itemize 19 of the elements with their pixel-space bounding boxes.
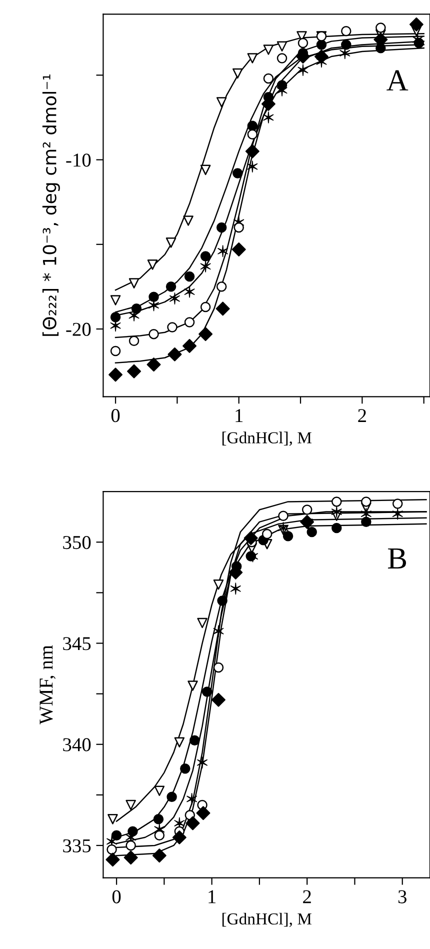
y-axis-title: WMF, nm bbox=[40, 645, 56, 724]
x-tick-label: 0 bbox=[111, 409, 120, 422]
x-tick-label: 3 bbox=[398, 890, 406, 904]
x-tick-label: 1 bbox=[208, 890, 216, 904]
x-axis-title: [GdnHCl], M bbox=[222, 432, 312, 446]
annotation: B bbox=[388, 548, 406, 569]
x-tick-label: 2 bbox=[358, 409, 366, 422]
y-tick-label: 335 bbox=[63, 839, 91, 852]
y-tick-label: 340 bbox=[63, 738, 91, 752]
y-axis-title: [Θ₂₂₂] * 10⁻³, deg cm² dmol⁻¹ bbox=[42, 74, 60, 336]
x-tick-label: 0 bbox=[112, 890, 121, 904]
y-tick-label: 350 bbox=[63, 536, 91, 550]
x-tick-label: 2 bbox=[303, 890, 311, 904]
y-tick-label: -10 bbox=[66, 154, 91, 167]
x-axis-title: [GdnHCl], M bbox=[222, 912, 312, 927]
y-tick-label: -20 bbox=[66, 322, 91, 336]
x-tick-label: 1 bbox=[236, 409, 243, 422]
y-tick-label: 345 bbox=[63, 637, 91, 650]
annotation: A bbox=[386, 70, 408, 90]
